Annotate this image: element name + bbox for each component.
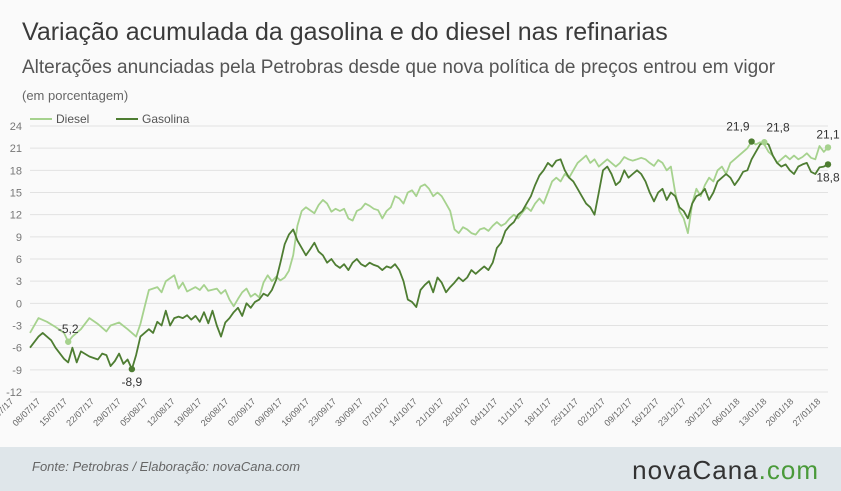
x-tick-label: 09/09/17 [253, 396, 285, 428]
x-tick-label: 27/01/18 [791, 396, 823, 428]
gridlines [30, 125, 828, 393]
x-tick-label: 18/11/17 [522, 396, 553, 427]
series-lines [29, 140, 829, 370]
footer-bar: Fonte: Petrobras / Elaboração: novaCana.… [0, 447, 841, 491]
x-tick-label: 23/12/17 [656, 396, 688, 428]
annotation-marker [128, 365, 136, 373]
y-tick-label: 24 [10, 121, 22, 133]
x-tick-label: 06/01/18 [710, 396, 742, 428]
x-tick-label: 30/09/17 [333, 396, 365, 428]
y-tick-label: 15 [10, 188, 22, 200]
annotation-markers: -5,2 -8,9 21,9 21,8 21,1 18,8 [58, 120, 840, 390]
x-tick-label: 02/09/17 [226, 396, 258, 428]
x-tick-label: 05/08/17 [118, 396, 150, 428]
y-tick-label: -3 [12, 321, 22, 333]
chart-title: Variação acumulada da gasolina e do dies… [22, 18, 668, 46]
y-tick-label: -12 [6, 387, 22, 399]
annotation-marker [65, 338, 72, 345]
y-tick-label: 21 [10, 143, 22, 155]
x-tick-label: 26/08/17 [199, 396, 231, 428]
x-tick-label: 21/10/17 [414, 396, 446, 428]
y-tick-label: -6 [12, 343, 22, 355]
data-label: 21,8 [766, 120, 790, 134]
data-label: 21,1 [816, 127, 840, 141]
x-tick-label: 28/10/17 [441, 396, 473, 428]
x-tick-label: 13/01/18 [737, 396, 769, 428]
x-tick-label: 11/11/17 [496, 396, 527, 427]
y-tick-label: 9 [16, 232, 22, 244]
novacana-logo[interactable]: novaCana.com [632, 455, 819, 486]
x-tick-label: 12/08/17 [145, 396, 177, 428]
x-tick-label: 16/12/17 [629, 396, 661, 428]
x-tick-label: 25/11/17 [549, 396, 580, 427]
line-chart: 24 21 18 15 12 9 6 3 0 -3 -6 -9 -12 01/07/1708/07/17… [0, 112, 840, 428]
x-tick-label: 07/10/17 [360, 396, 392, 428]
x-tick-label: 16/09/17 [279, 396, 311, 428]
y-tick-label: 12 [10, 210, 22, 222]
x-tick-label: 20/01/18 [764, 396, 796, 428]
x-tick-label: 29/07/17 [91, 396, 123, 428]
x-tick-label: 23/09/17 [306, 396, 338, 428]
legend-label: Diesel [56, 112, 89, 126]
source-note: Fonte: Petrobras / Elaboração: novaCana.… [32, 459, 301, 474]
y-tick-label: 6 [16, 254, 22, 266]
x-axis-ticks: 01/07/1708/07/1715/07/1722/07/1729/07/17… [0, 396, 822, 428]
annotation-marker [761, 139, 768, 146]
logo-tld: .com [758, 455, 819, 485]
unit-note: (em porcentagem) [22, 88, 129, 103]
y-tick-label: 0 [16, 298, 22, 310]
annotation-marker [748, 138, 755, 145]
data-label: 18,8 [816, 170, 840, 184]
legend: Diesel Gasolina [30, 112, 190, 126]
x-tick-label: 14/10/17 [387, 396, 419, 428]
x-tick-label: 15/07/17 [37, 396, 69, 428]
annotation-marker [824, 144, 832, 151]
x-tick-label: 08/07/17 [10, 396, 42, 428]
data-label: 21,9 [726, 120, 750, 134]
x-tick-label: 19/08/17 [172, 396, 204, 428]
y-tick-label: 18 [10, 165, 22, 177]
series-line-diesel [29, 140, 829, 343]
x-tick-label: 02/12/17 [575, 396, 607, 428]
data-label: -5,2 [58, 322, 79, 336]
x-tick-label: 09/12/17 [602, 396, 634, 428]
logo-main: novaCana [632, 455, 759, 485]
series-line-gasolina [29, 141, 829, 370]
y-tick-label: -9 [12, 365, 22, 377]
annotation-marker [824, 161, 832, 168]
x-tick-label: 04/11/17 [468, 396, 499, 427]
y-axis-ticks: 24 21 18 15 12 9 6 3 0 -3 -6 -9 -12 [6, 121, 22, 399]
y-tick-label: 3 [16, 276, 22, 288]
x-tick-label: 30/12/17 [683, 396, 715, 428]
legend-label: Gasolina [142, 112, 190, 126]
x-tick-label: 22/07/17 [64, 396, 96, 428]
chart-subtitle: Alterações anunciadas pela Petrobras des… [22, 57, 776, 78]
data-label: -8,9 [122, 375, 143, 389]
